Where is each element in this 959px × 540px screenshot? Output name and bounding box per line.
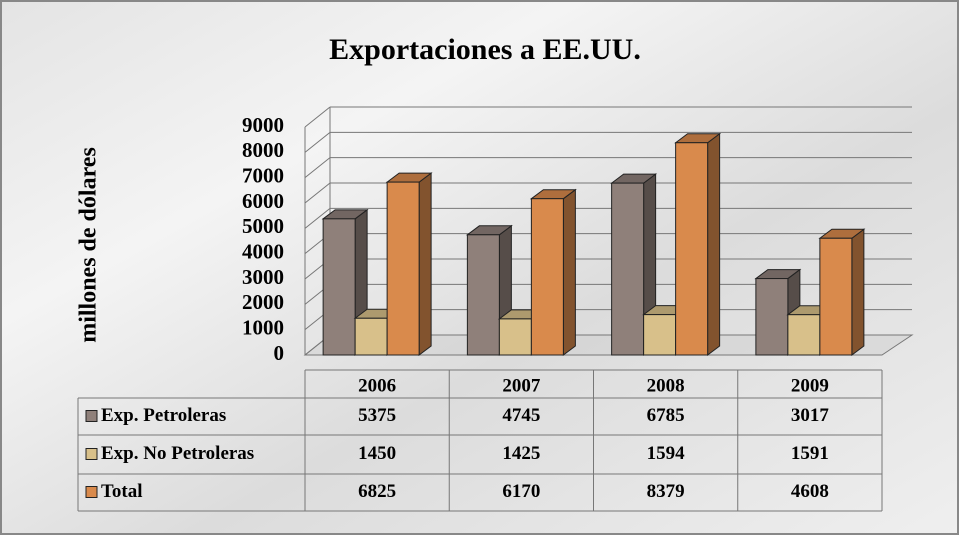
bar-front: [498, 318, 532, 356]
bar-front: [643, 314, 677, 356]
legend-key: [85, 486, 98, 498]
grid-line-side: [304, 207, 331, 229]
grid-line-side: [304, 182, 331, 204]
y-axis-label: millones de dólares: [76, 147, 102, 343]
bar-front: [386, 181, 420, 356]
y-tick-label: 6000: [242, 189, 284, 213]
y-tick-label: 8000: [242, 138, 284, 162]
legend-key: [85, 448, 98, 460]
table-value: 1594: [647, 443, 686, 464]
table-value: 8379: [647, 481, 685, 502]
table-value: 6170: [502, 481, 540, 502]
legend-label: Exp. No Petroleras: [101, 443, 254, 464]
table-header: 2006: [358, 375, 396, 396]
y-tick-label: 2000: [242, 290, 284, 314]
bar-front: [322, 218, 356, 356]
y-tick-label: 3000: [242, 265, 284, 289]
table-value: 6785: [647, 405, 685, 426]
table-value: 4608: [791, 481, 829, 502]
legend-key: [85, 410, 98, 422]
table-value: 1450: [358, 443, 396, 464]
bar-side: [707, 132, 721, 356]
bar-front: [466, 234, 500, 356]
table-value: 1425: [502, 443, 540, 464]
bar-front: [611, 182, 645, 356]
bar-side: [418, 172, 432, 356]
legend-label: Total: [101, 481, 143, 502]
bar-front: [530, 198, 564, 356]
table-header: 2008: [647, 375, 685, 396]
y-tick-label: 7000: [242, 163, 284, 187]
table-value: 1591: [791, 443, 829, 464]
table-header: 2007: [502, 375, 541, 396]
grid-line-side: [304, 131, 331, 153]
table-value: 3017: [791, 405, 830, 426]
y-tick-label: 9000: [242, 113, 284, 137]
y-tick-label: 0: [274, 341, 285, 365]
y-tick-label: 1000: [242, 315, 284, 339]
table-value: 4745: [502, 405, 540, 426]
bar: [385, 172, 433, 356]
legend-label: Exp. Petroleras: [101, 405, 226, 426]
bar: [529, 188, 577, 356]
y-tick-label: 4000: [242, 239, 284, 263]
bar-front: [787, 314, 821, 356]
chart-title: Exportaciones a EE.UU.: [329, 33, 641, 66]
y-tick-label: 5000: [242, 214, 284, 238]
bar: [674, 132, 722, 356]
bar-front: [354, 317, 388, 356]
table-value: 6825: [358, 481, 396, 502]
bar: [818, 228, 866, 356]
bar-front: [675, 142, 709, 356]
bar-front: [755, 278, 789, 356]
bar-front: [819, 237, 853, 356]
table-value: 5375: [358, 405, 396, 426]
grid-line-side: [304, 106, 331, 128]
table-header: 2009: [791, 375, 829, 396]
bar-side: [851, 228, 865, 356]
bar-side: [562, 188, 576, 356]
grid-line-side: [304, 157, 331, 179]
